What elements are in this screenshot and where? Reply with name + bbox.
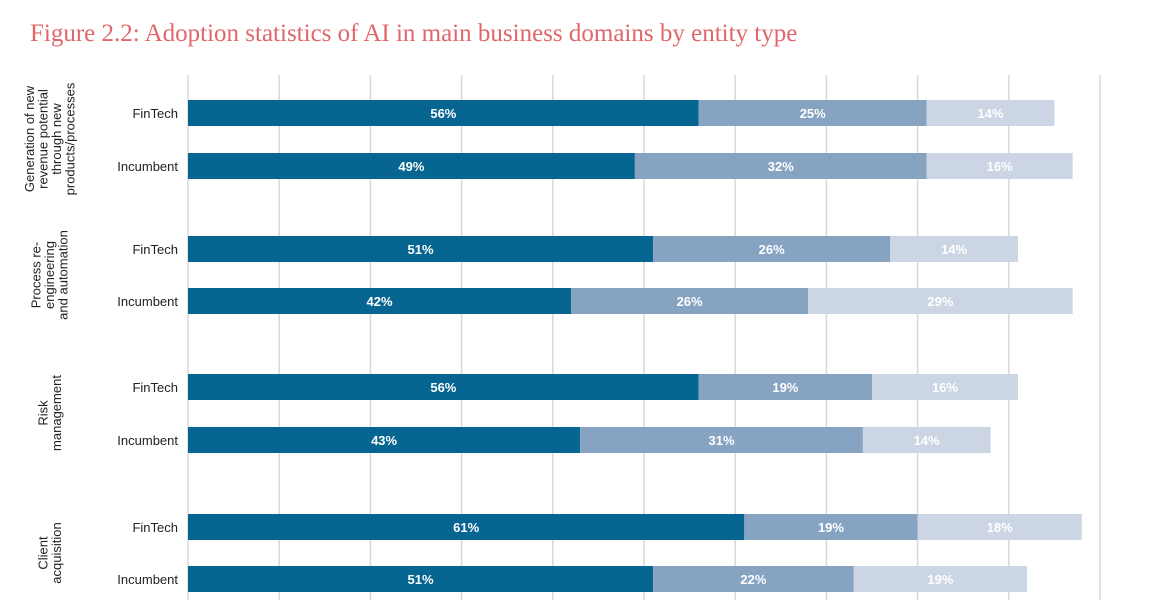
data-label: 43% xyxy=(371,433,397,448)
data-label: 49% xyxy=(398,159,424,174)
category-label: FinTech xyxy=(132,242,178,257)
data-label: 56% xyxy=(430,380,456,395)
group-label: Generation of newrevenue potentialthroug… xyxy=(22,82,78,195)
data-label: 56% xyxy=(430,106,456,121)
data-label: 51% xyxy=(408,242,434,257)
group-label: Clientacquisition xyxy=(35,522,64,583)
category-label: Incumbent xyxy=(117,433,178,448)
group-label-line: products/processes xyxy=(62,82,77,195)
data-label: 16% xyxy=(932,380,958,395)
data-label: 25% xyxy=(800,106,826,121)
group-label-line: Process re- xyxy=(29,242,44,308)
bar-segment xyxy=(862,427,991,453)
bar-segment xyxy=(580,427,863,453)
bar-segment xyxy=(188,514,745,540)
data-label: 19% xyxy=(772,380,798,395)
data-label: 18% xyxy=(987,520,1013,535)
category-label: FinTech xyxy=(132,380,178,395)
category-label: Incumbent xyxy=(117,294,178,309)
data-label: 19% xyxy=(818,520,844,535)
data-label: 22% xyxy=(740,572,766,587)
data-label: 14% xyxy=(914,433,940,448)
data-label: 26% xyxy=(759,242,785,257)
group-label-line: through new xyxy=(49,103,64,175)
bar-segment xyxy=(698,374,872,400)
bar-segment xyxy=(188,100,699,126)
chart-title: Figure 2.2: Adoption statistics of AI in… xyxy=(30,20,798,47)
group-label-line: Client xyxy=(35,536,50,570)
group-label-line: Generation of new xyxy=(22,85,37,192)
category-label: FinTech xyxy=(132,106,178,121)
bar-segment xyxy=(926,153,1073,179)
bar-segment xyxy=(188,427,581,453)
bar-segment xyxy=(872,374,1018,400)
bar-segment xyxy=(917,514,1082,540)
category-label: FinTech xyxy=(132,520,178,535)
data-label: 16% xyxy=(987,159,1013,174)
bar-segment xyxy=(571,288,809,314)
bar-segment xyxy=(188,153,635,179)
group-label-line: and automation xyxy=(56,230,71,320)
category-label: Incumbent xyxy=(117,159,178,174)
bar-segment xyxy=(188,374,699,400)
bar-segment xyxy=(698,100,927,126)
bar-segment xyxy=(188,288,572,314)
bar-segment xyxy=(634,153,927,179)
data-label: 42% xyxy=(367,294,393,309)
bar-segment xyxy=(653,566,854,592)
data-label: 26% xyxy=(677,294,703,309)
group-label-line: management xyxy=(49,375,64,451)
group-label-line: acquisition xyxy=(49,522,64,583)
group-label: Process re-engineeringand automation xyxy=(29,230,71,320)
group-label-line: engineering xyxy=(42,241,57,309)
bar-segment xyxy=(653,236,891,262)
bar-segment xyxy=(926,100,1055,126)
data-label: 14% xyxy=(978,106,1004,121)
bar-segment xyxy=(808,288,1073,314)
data-label: 14% xyxy=(941,242,967,257)
data-label: 61% xyxy=(453,520,479,535)
data-label: 29% xyxy=(927,294,953,309)
data-label: 51% xyxy=(408,572,434,587)
data-label: 31% xyxy=(709,433,735,448)
group-label-line: revenue potential xyxy=(35,89,50,189)
data-label: 32% xyxy=(768,159,794,174)
bar-segment xyxy=(853,566,1028,592)
group-label-line: Risk xyxy=(35,400,50,426)
bar-segment xyxy=(188,236,654,262)
bar-segment xyxy=(188,566,654,592)
group-label: Riskmanagement xyxy=(35,375,64,451)
data-label: 19% xyxy=(927,572,953,587)
bar-segment xyxy=(744,514,918,540)
category-label: Incumbent xyxy=(117,572,178,587)
bar-segment xyxy=(890,236,1018,262)
